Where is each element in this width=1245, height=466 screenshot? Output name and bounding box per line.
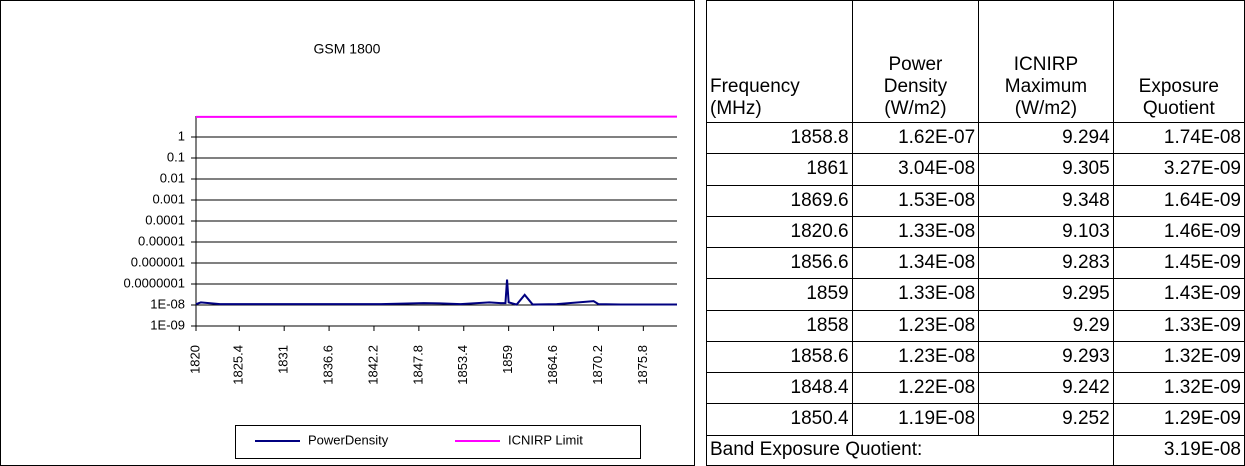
legend-label: ICNIRP Limit xyxy=(508,432,583,447)
y-tick-label: 0.001 xyxy=(152,191,185,206)
y-tick-label: 0.00001 xyxy=(138,233,185,248)
x-tick-label: 1853.4 xyxy=(455,345,470,385)
y-tick-label: 0.0000001 xyxy=(124,275,185,290)
x-tick-label: 1825.4 xyxy=(231,345,246,385)
table-cell: 1.19E-08 xyxy=(851,403,980,436)
table-cell: 9.295 xyxy=(978,278,1114,311)
table-cell: 1.32E-09 xyxy=(1112,340,1245,374)
table-cell: 1856.6 xyxy=(706,247,853,280)
table-cell: 1820.6 xyxy=(706,215,853,249)
header-cell: ICNIRP Maximum (W/m2) xyxy=(978,0,1114,123)
table-cell: 9.293 xyxy=(978,340,1114,374)
table-cell: 3.04E-08 xyxy=(851,153,980,186)
header-text: Power xyxy=(888,53,943,75)
table-cell: 1.33E-08 xyxy=(851,215,980,249)
table-cell: 1.33E-09 xyxy=(1112,309,1245,342)
table-cell: 1.33E-08 xyxy=(851,278,980,311)
x-tick-label: 1820 xyxy=(187,345,202,374)
table-cell: 1848.4 xyxy=(706,372,853,405)
series-line xyxy=(195,279,677,306)
table-cell: 9.242 xyxy=(978,372,1114,405)
table-row: 1856.6 1.34E-08 9.283 1.45E-09 xyxy=(706,247,1245,280)
header-text: (W/m2) xyxy=(884,97,947,119)
header-cell: Exposure Quotient xyxy=(1112,0,1245,123)
table-cell: 1.29E-09 xyxy=(1112,403,1245,436)
footer-row: Band Exposure Quotient: 3.19E-08 xyxy=(706,434,1245,466)
table-cell: 1850.4 xyxy=(706,403,853,436)
table-row: 1858.8 1.62E-07 9.294 1.74E-08 xyxy=(706,121,1245,155)
table-cell: 1858.6 xyxy=(706,340,853,374)
legend xyxy=(235,425,641,459)
table-cell: 1.32E-09 xyxy=(1112,372,1245,405)
footer-label: Band Exposure Quotient: xyxy=(706,434,1114,466)
x-tick-label: 1870.2 xyxy=(590,345,605,385)
x-tick-label: 1864.6 xyxy=(545,345,560,385)
table-cell: 1.23E-08 xyxy=(851,340,980,374)
x-tick-label: 1875.8 xyxy=(635,345,650,385)
table-cell: 1859 xyxy=(706,278,853,311)
table-cell: 1.53E-08 xyxy=(851,184,980,217)
header-text: ICNIRP xyxy=(1013,53,1079,75)
table-cell: 1.46E-09 xyxy=(1112,215,1245,249)
table-cell: 1858 xyxy=(706,309,853,342)
header-text: Exposure xyxy=(1138,75,1219,97)
y-tick-label: 0.000001 xyxy=(131,254,185,269)
x-tick-label: 1831 xyxy=(276,345,291,374)
table-cell: 1.64E-09 xyxy=(1112,184,1245,217)
y-tick-label: 0.1 xyxy=(167,149,185,164)
table-cell: 9.294 xyxy=(978,121,1114,155)
table-cell: 1.43E-09 xyxy=(1112,278,1245,311)
data-table: Frequency (MHz) Power Density (W/m2) ICNIRP Ma… xyxy=(706,0,1245,466)
table-cell: 1.22E-08 xyxy=(851,372,980,405)
table-cell: 1.23E-08 xyxy=(851,309,980,342)
table-cell: 9.283 xyxy=(978,247,1114,280)
footer-value: 3.19E-08 xyxy=(1112,434,1245,466)
y-tick-label: 1E-09 xyxy=(150,317,185,332)
table-cell: 9.348 xyxy=(978,184,1114,217)
header-text: Frequency xyxy=(710,75,800,97)
table-row: 1859 1.33E-08 9.295 1.43E-09 xyxy=(706,278,1245,311)
table-cell: 9.29 xyxy=(978,309,1114,342)
table-cell: 3.27E-09 xyxy=(1112,153,1245,186)
header-text: Quotient xyxy=(1142,97,1215,119)
table-row: 1858.6 1.23E-08 9.293 1.32E-09 xyxy=(706,340,1245,374)
chart-title: GSM 1800 xyxy=(314,41,381,57)
header-cell: Frequency (MHz) xyxy=(706,0,853,123)
table-cell: 1861 xyxy=(706,153,853,186)
table-cell: 1.34E-08 xyxy=(851,247,980,280)
header-text: (MHz) xyxy=(710,97,762,119)
header-text: (W/m2) xyxy=(1014,97,1078,119)
chart-frame xyxy=(0,0,695,466)
table-row: 1869.6 1.53E-08 9.348 1.64E-09 xyxy=(706,184,1245,217)
table-cell: 1.62E-07 xyxy=(851,121,980,155)
x-tick-label: 1836.6 xyxy=(321,345,336,385)
chart: GSM 1800 1 0.1 0.01 0.001 0.0001 0.00001 0.000… xyxy=(0,0,695,466)
table-cell: 1.45E-09 xyxy=(1112,247,1245,280)
legend-label: PowerDensity xyxy=(308,432,389,447)
table-row: 1820.6 1.33E-08 9.103 1.46E-09 xyxy=(706,215,1245,249)
y-tick-label: 1 xyxy=(178,128,185,143)
header-text: Density xyxy=(883,75,948,97)
table-cell: 1.74E-08 xyxy=(1112,121,1245,155)
x-tick-label: 1847.8 xyxy=(410,345,425,385)
x-tick-label: 1842.2 xyxy=(365,345,380,385)
table-cell: 9.103 xyxy=(978,215,1114,249)
x-tick-label: 1859 xyxy=(500,345,515,374)
table-cell: 1858.8 xyxy=(706,121,853,155)
table-cell: 9.252 xyxy=(978,403,1114,436)
header-cell: Power Density (W/m2) xyxy=(851,0,980,123)
y-tick-label: 0.0001 xyxy=(145,212,185,227)
table-row: 1850.4 1.19E-08 9.252 1.29E-09 xyxy=(706,403,1245,436)
table-cell: 9.305 xyxy=(978,153,1114,186)
y-tick-label: 1E-08 xyxy=(150,296,185,311)
header-text: Maximum xyxy=(1004,75,1088,97)
y-tick-label: 0.01 xyxy=(160,170,185,185)
table-row: 1861 3.04E-08 9.305 3.27E-09 xyxy=(706,153,1245,186)
table-row: 1848.4 1.22E-08 9.242 1.32E-09 xyxy=(706,372,1245,405)
table-row: 1858 1.23E-08 9.29 1.33E-09 xyxy=(706,309,1245,342)
header-row: Frequency (MHz) Power Density (W/m2) ICNIRP Ma… xyxy=(706,0,1245,123)
table-cell: 1869.6 xyxy=(706,184,853,217)
